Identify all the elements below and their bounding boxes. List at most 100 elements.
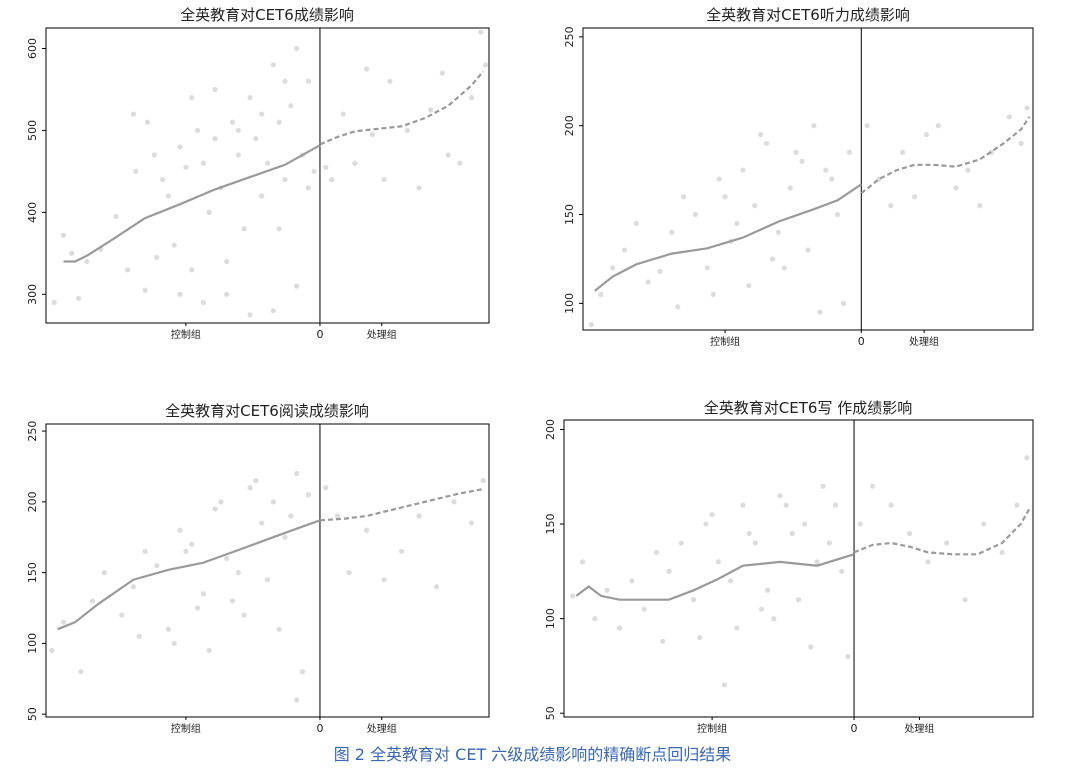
- chart1-point: [212, 136, 218, 142]
- chart1-point: [259, 111, 265, 117]
- chart4-fit-control: [575, 553, 855, 601]
- chart3-point: [200, 591, 206, 597]
- chart3-point: [416, 513, 422, 519]
- chart1-point: [235, 127, 241, 134]
- chart2-point: [977, 203, 983, 209]
- chart1-point: [224, 291, 230, 297]
- chart4-point: [802, 521, 808, 527]
- chart3-point: [154, 562, 160, 569]
- chart1-point: [482, 62, 489, 68]
- chart3-point: [288, 513, 294, 519]
- chart4-point: [795, 597, 802, 603]
- chart4-point: [752, 540, 758, 546]
- chart3-point: [142, 548, 148, 554]
- chart2-point: [675, 304, 681, 310]
- chart1-point: [270, 308, 276, 314]
- chart1-point: [177, 291, 183, 297]
- chart4-point: [721, 682, 728, 688]
- chart1-point: [183, 164, 189, 170]
- chart3-plot-frame: [45, 423, 490, 718]
- chart4-ytick-label: 150: [544, 514, 557, 535]
- chart3-point: [381, 577, 387, 583]
- chart1-point: [241, 226, 247, 232]
- chart4-point: [616, 625, 623, 631]
- chart2-xtick-label: 0: [858, 335, 865, 348]
- chart3-point: [119, 612, 125, 618]
- chart4-point: [653, 549, 660, 556]
- chart4-xtick-label: 处理组: [904, 722, 934, 735]
- chart1-point: [478, 29, 484, 35]
- chart1-xtick-label: 处理组: [367, 328, 397, 341]
- chart2-point: [840, 300, 847, 306]
- chart4-ytick-label: 50: [544, 706, 557, 720]
- chart1-point: [229, 119, 236, 125]
- chart1-point: [235, 152, 241, 158]
- chart1-point: [305, 185, 311, 191]
- chart1-point: [352, 160, 358, 166]
- chart1-point: [276, 119, 282, 125]
- chart2-point: [645, 279, 651, 285]
- chart1-point: [305, 78, 311, 84]
- chart2-point: [793, 149, 799, 155]
- chart4-point: [734, 625, 740, 631]
- chart1-point: [51, 299, 57, 306]
- chart1-point: [247, 95, 253, 101]
- chart1-point: [142, 287, 148, 293]
- chart1-point: [276, 226, 282, 232]
- chart1-ytick-label: 400: [26, 202, 39, 223]
- chart1-point: [144, 119, 151, 125]
- chart4-point: [746, 530, 752, 537]
- chart2-point: [588, 322, 594, 328]
- chart4-point: [925, 559, 931, 565]
- chart4-point: [906, 530, 913, 537]
- chart2-point: [763, 140, 770, 147]
- chart4-point: [1014, 502, 1020, 508]
- chart2-point: [681, 194, 687, 200]
- chart4-title: 全英教育对CET6写 作成绩影响: [704, 399, 912, 417]
- chart4-point: [703, 521, 709, 527]
- chart4-point: [660, 638, 666, 644]
- chart2-point: [900, 149, 906, 155]
- chart3-point: [247, 485, 253, 491]
- chart4-point: [944, 540, 950, 546]
- chart3-point: [165, 626, 172, 632]
- chart3-point: [282, 534, 288, 540]
- chart1-point: [369, 131, 376, 138]
- chart1-point: [468, 95, 475, 101]
- chart2-title: 全英教育对CET6听力成绩影响: [706, 6, 910, 24]
- chart4-point: [981, 521, 987, 527]
- chart1-ytick-label: 500: [26, 120, 39, 141]
- chart4-point: [839, 568, 845, 574]
- chart4-point: [777, 493, 783, 499]
- chart3-ytick-label: 100: [26, 633, 39, 654]
- chart3-ytick-label: 50: [26, 707, 39, 721]
- chart4-point: [690, 597, 697, 603]
- chart3-point: [270, 499, 276, 505]
- chart2-point: [669, 229, 675, 235]
- chart2-point: [633, 220, 639, 227]
- chart3-point: [212, 506, 218, 512]
- chart3-ytick-label: 200: [26, 491, 39, 512]
- chart4-point: [814, 559, 820, 565]
- chart4-point: [1024, 455, 1030, 461]
- chart2-point: [710, 291, 716, 298]
- chart1-xtick-label: 0: [316, 328, 323, 341]
- chart2-point: [752, 203, 758, 209]
- chart4-point: [832, 502, 839, 508]
- chart3-point: [78, 669, 84, 675]
- chart4-point: [888, 502, 894, 508]
- chart2-point: [835, 211, 841, 218]
- chart4-point: [845, 653, 851, 660]
- chart4-fit-treatment: [853, 508, 1031, 556]
- chart3-point: [136, 633, 142, 639]
- chart3-point: [264, 577, 271, 583]
- chart3-point: [183, 548, 189, 554]
- chart3-point: [235, 570, 241, 576]
- chart2-point: [598, 291, 604, 298]
- chart1-point: [404, 127, 410, 134]
- chart1-point: [253, 136, 259, 142]
- chart1-point: [224, 258, 230, 265]
- chart3-point: [218, 499, 224, 505]
